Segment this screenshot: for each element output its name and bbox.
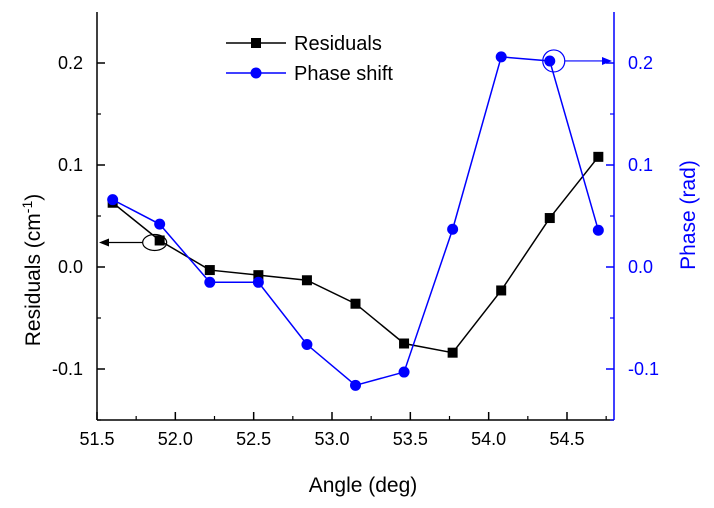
phase-shift-data-point <box>592 224 604 236</box>
annotation-arrowhead-phase-shift <box>602 56 612 65</box>
y-left-axis-title: Residuals (cm-1) <box>19 194 45 347</box>
phase-shift-data-point <box>154 218 166 230</box>
y-right-axis-title: Phase (rad) <box>677 160 700 270</box>
x-tick-label: 54.0 <box>471 429 506 449</box>
y-right-tick-label: 0.0 <box>628 257 653 277</box>
residuals-data-point <box>399 338 410 349</box>
x-tick-label: 51.5 <box>79 429 114 449</box>
phase-shift-data-point <box>495 51 507 63</box>
phase-shift-data-point <box>301 339 313 351</box>
residuals-data-point <box>301 275 312 286</box>
x-axis-title: Angle (deg) <box>309 474 418 497</box>
legend-label-residuals: Residuals <box>294 33 382 55</box>
legend-label-phase-shift: Phase shift <box>294 63 393 85</box>
x-tick-label: 54.5 <box>549 429 584 449</box>
annotation-arrowhead-residuals <box>99 238 109 247</box>
phase-shift-data-point <box>447 223 459 235</box>
residuals-data-point <box>204 265 215 276</box>
y-left-axis-title-close: ) <box>22 194 45 201</box>
residuals-data-point <box>593 151 604 162</box>
phase-shift-data-point <box>204 276 216 288</box>
y-right-tick-label: 0.1 <box>628 155 653 175</box>
x-tick-label: 52.5 <box>236 429 271 449</box>
residuals-data-point <box>544 213 555 224</box>
legend-marker-phase-shift <box>250 67 262 79</box>
residuals-data-point <box>253 270 264 281</box>
y-right-tick-label: -0.1 <box>628 359 659 379</box>
x-tick-label: 53.0 <box>314 429 349 449</box>
y-left-tick-label: -0.1 <box>52 359 83 379</box>
residuals-data-point <box>496 285 507 296</box>
legend-marker-residuals <box>251 38 261 48</box>
residuals-data-point <box>447 347 458 358</box>
phase-shift-data-point <box>544 55 556 67</box>
y-left-axis-title-main: Residuals (cm <box>22 213 45 346</box>
x-tick-label: 52.0 <box>158 429 193 449</box>
phase-shift-data-point <box>252 276 264 288</box>
y-left-tick-label: 0.2 <box>58 53 83 73</box>
phase-shift-data-point <box>398 366 410 378</box>
residuals-data-point <box>154 235 165 246</box>
y-left-axis-title-superscript: -1 <box>19 201 35 214</box>
residuals-data-point <box>350 298 361 309</box>
y-left-tick-label: 0.0 <box>58 257 83 277</box>
y-left-tick-label: 0.1 <box>58 155 83 175</box>
x-tick-label: 53.5 <box>393 429 428 449</box>
y-right-tick-label: 0.2 <box>628 53 653 73</box>
plot-layer: 51.5 52.0 52.5 53.0 53.5 54.0 54.5 -0.1 0.0 0.1 0.… <box>52 12 659 449</box>
phase-shift-data-point <box>107 194 119 206</box>
phase-shift-data-point <box>350 379 361 391</box>
